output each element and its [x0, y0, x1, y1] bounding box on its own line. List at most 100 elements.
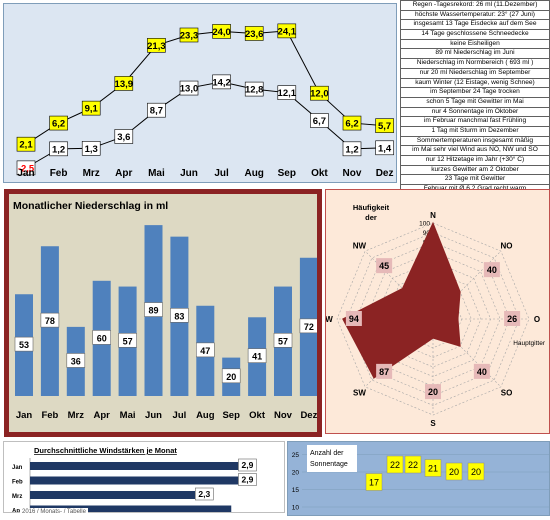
wind-value-box — [504, 311, 521, 326]
month-tick-label: Jan — [17, 168, 34, 179]
precip-value-box — [170, 308, 189, 323]
max-temperature-point — [244, 26, 264, 41]
wind-value-label: 40 — [487, 265, 497, 275]
precip-value-box — [66, 353, 86, 368]
annotation-label: Hauptgitter — [513, 340, 546, 347]
facts-panel: Regen -Tagesrekord: 26 ml (11.Dezember) h… — [400, 0, 550, 195]
month-tick-label: Jul — [173, 410, 187, 421]
windspeed-bar — [30, 476, 239, 485]
sunny-days-box — [386, 455, 404, 474]
direction-label: NO — [501, 241, 513, 250]
sheet-tabs-fragment[interactable]: 2016 / Monats- / Tabelle — [20, 508, 88, 516]
fact-item: kaum Winter (12 Eistage, wenig Schnee) — [400, 78, 550, 89]
month-tick-label: Jul — [214, 168, 229, 179]
month-tick-label: Apr — [12, 509, 23, 513]
max-temperature-label: 23,6 — [245, 29, 264, 40]
temperature-chart-svg: -2,5 1,2 1,3 3,6 8,7 13,0 14,2 12,8 12,1 6,7 1,2 1,… — [16, 23, 394, 179]
max-temperature-point — [375, 118, 394, 133]
fact-item: nur 4 Sonnentage im Oktober — [400, 107, 550, 118]
month-tick-label: Feb — [50, 168, 68, 179]
avg-temperature-label: 12,8 — [245, 85, 264, 96]
max-temperature-point — [310, 85, 329, 101]
temperature-chart: -2,5 1,2 1,3 3,6 8,7 13,0 14,2 12,8 12,1 6,7 1,2 1,… — [3, 3, 397, 183]
precip-value-box — [14, 336, 34, 352]
precip-value-label: 20 — [226, 372, 236, 382]
sunny-days-label: 22 — [390, 460, 400, 470]
avg-temperature-label: 13,0 — [180, 84, 199, 95]
radar-tick-label: 90 — [423, 230, 431, 237]
precip-value-label: 60 — [97, 333, 107, 343]
precip-value-label: 47 — [200, 346, 210, 356]
month-tick-label: Sep — [278, 168, 296, 179]
avg-temperature-point — [375, 140, 394, 156]
wind-value-label: 40 — [477, 367, 487, 377]
precip-value-label: 72 — [304, 322, 314, 332]
sunny-days-label: 22 — [408, 460, 418, 470]
avg-temperature-label: 12,1 — [278, 88, 297, 99]
month-tick-label: Aug — [196, 410, 215, 421]
windspeed-value-label: 2,9 — [242, 475, 254, 485]
sunny-days-label: 17 — [369, 478, 379, 488]
avg-temperature-label: 8,7 — [150, 106, 163, 117]
avg-temperature-point — [212, 74, 231, 90]
max-temperature-label: 2,1 — [19, 140, 33, 151]
wind-value-label: 87 — [379, 367, 389, 377]
month-tick-label: Mrz — [83, 168, 100, 179]
max-temperature-point — [212, 24, 231, 39]
month-tick-label: Mrz — [68, 410, 85, 421]
max-temperature-label: 9,1 — [85, 104, 99, 115]
direction-label: N — [430, 211, 436, 220]
avg-temperature-point — [114, 129, 134, 144]
max-temperature-point — [81, 100, 101, 116]
max-temperature-point — [49, 115, 68, 131]
month-tick-label: Feb — [12, 480, 23, 486]
max-temperature-label: 21,3 — [147, 41, 166, 52]
sunny-days-label: 20 — [449, 467, 459, 477]
radar-grid — [336, 222, 530, 416]
month-tick-label: Okt — [311, 168, 328, 179]
month-tick-label: Jan — [12, 465, 23, 471]
month-tick-label: Aug — [244, 168, 263, 179]
precipitation-chart: Monatlicher Niederschlag in ml 53 Jan 78 Feb… — [4, 189, 322, 437]
chart-title: Monatlicher Niederschlag in ml — [13, 200, 168, 212]
avg-temperature-line — [25, 81, 385, 169]
wind-value-box — [376, 363, 393, 379]
avg-temperature-point — [179, 80, 199, 96]
max-temperature-point — [342, 115, 362, 131]
sunny-days-box — [424, 459, 442, 477]
windspeed-value-label: 2,9 — [242, 460, 254, 470]
precip-value-label: 53 — [19, 340, 29, 350]
max-temperature-label: 5,7 — [378, 121, 391, 132]
sunny-days-chart: 25 20 15 10 Anzahl der Sonnentage 17 22 22 21 20 20 — [287, 441, 550, 516]
precip-value-label: 83 — [174, 311, 184, 321]
avg-temperature-label: 3,6 — [117, 132, 130, 143]
direction-label: W — [326, 315, 333, 324]
precip-value-label: 57 — [278, 336, 288, 346]
chart-title: Anzahl der — [310, 450, 344, 457]
direction-label: SW — [353, 389, 366, 398]
fact-item: im Februar manchmal fast Frühling — [400, 117, 550, 127]
month-tick-label: Okt — [249, 410, 266, 421]
max-temperature-point — [179, 27, 199, 43]
month-tick-label: Mrz — [12, 494, 22, 500]
precip-value-box — [221, 368, 241, 384]
sunny-days-box — [467, 462, 485, 481]
wind-value-label: 20 — [428, 387, 438, 397]
y-tick-label: 20 — [292, 470, 300, 477]
wind-value-label: 45 — [379, 261, 389, 271]
avg-temperature-point — [310, 113, 329, 128]
avg-temperature-label: 1,3 — [85, 144, 98, 155]
precip-value-box — [40, 312, 60, 328]
wind-direction-chart: Häufigkeitder0102030405060708090100NNOOS… — [325, 189, 550, 434]
max-temperature-label: 6,2 — [345, 119, 358, 130]
fact-item: insgesamt 13 Tage Eisdecke auf dem See — [400, 20, 550, 31]
direction-label: O — [534, 315, 540, 324]
fact-item: Sommertemperaturen insgesamt mäßig — [400, 136, 550, 147]
avg-temperature-point — [81, 141, 101, 156]
precip-value-label: 36 — [71, 356, 81, 366]
windspeed-value-box — [238, 458, 257, 472]
max-temperature-point — [114, 76, 134, 91]
radar-grid — [346, 232, 520, 406]
title-box — [307, 445, 357, 472]
month-tick-label: Apr — [115, 168, 132, 179]
